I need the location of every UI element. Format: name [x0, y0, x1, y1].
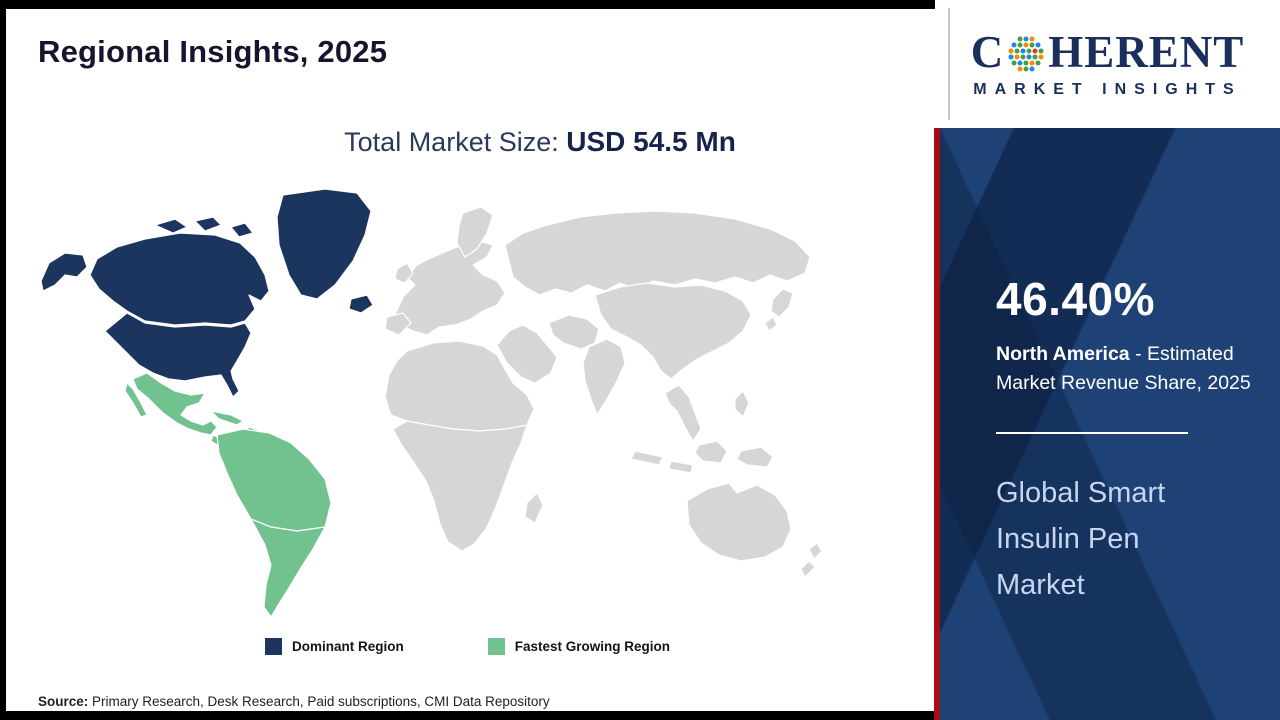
arctic-island-3: [230, 222, 254, 238]
alaska: [40, 252, 88, 292]
legend-item-fastest-growing: Fastest Growing Region: [487, 638, 670, 655]
globe-icon: [1008, 36, 1044, 72]
east-asia: [594, 282, 752, 380]
brand-wordmark: C HERENT: [970, 26, 1245, 77]
stat-panel-content: 46.40% North America - Estimated Market …: [940, 128, 1280, 608]
madagascar: [524, 492, 544, 524]
stat-value: 46.40%: [996, 273, 1156, 325]
legend-item-dominant: Dominant Region: [264, 638, 404, 655]
stat-region-name: North America: [996, 343, 1130, 365]
page-title: Regional Insights, 2025: [38, 34, 388, 69]
stat-panel: 46.40% North America - Estimated Market …: [940, 128, 1280, 720]
russia: [504, 210, 811, 296]
united-kingdom: [394, 262, 414, 284]
fastest-growing-region-swatch: [487, 638, 505, 655]
southeast-asia: [664, 384, 702, 442]
new-zealand-south: [800, 560, 816, 578]
europe: [394, 240, 506, 336]
africa-south: [392, 420, 528, 552]
total-market-size-value: USD 54.5 Mn: [566, 126, 736, 157]
baja-california: [124, 382, 148, 418]
central-asia: [548, 314, 600, 350]
frame-left-bar: [0, 0, 6, 720]
indonesia-west: [630, 450, 664, 466]
japan-south: [764, 316, 778, 332]
stat-description: North America - Estimated Market Revenue…: [996, 340, 1254, 398]
map-legend: Dominant Region Fastest Growing Region: [0, 638, 935, 655]
india: [582, 338, 626, 416]
dominant-region-label: Dominant Region: [291, 639, 404, 654]
greenland: [276, 188, 372, 300]
new-guinea: [736, 446, 774, 468]
brand-letters-rest: HERENT: [1048, 26, 1245, 77]
cuba: [210, 410, 244, 426]
source-text: Primary Research, Desk Research, Paid su…: [88, 694, 550, 709]
total-market-size-label: Total Market Size:: [344, 127, 567, 157]
arabia: [496, 324, 558, 384]
united-states: [104, 312, 252, 398]
australia: [686, 482, 792, 562]
frame-top-bar: [0, 0, 935, 9]
indonesia-east: [668, 460, 694, 474]
source-label: Source:: [38, 694, 89, 709]
mexico: [132, 372, 218, 436]
map-region-fastest-growing: [124, 372, 332, 618]
panel-divider-line: [996, 432, 1188, 434]
south-america-north: [216, 428, 332, 532]
brand-subtitle: MARKET INSIGHTS: [973, 80, 1242, 98]
dominant-region-swatch: [264, 638, 282, 655]
canada: [89, 232, 270, 326]
philippines: [734, 390, 750, 418]
new-zealand-north: [808, 542, 823, 560]
world-map: [40, 188, 823, 618]
arctic-island-1: [154, 218, 188, 234]
brand-letter-c: C: [970, 26, 1005, 77]
stat-region-desc: - Estimated Market Revenue Share, 2025: [996, 343, 1251, 394]
iberia: [384, 312, 412, 336]
map-region-dominant: [40, 188, 374, 398]
logo-separator-line: [948, 8, 950, 120]
market-name: Global Smart Insulin Pen Market: [996, 477, 1166, 601]
scandinavia: [456, 206, 494, 258]
borneo: [694, 440, 728, 464]
fastest-growing-region-label: Fastest Growing Region: [514, 639, 670, 654]
south-america-south: [250, 518, 326, 618]
japan-north: [770, 288, 794, 318]
iceland: [348, 294, 374, 314]
map-region-other: [384, 206, 823, 578]
arctic-island-2: [194, 216, 222, 232]
red-accent-bar: [934, 128, 940, 720]
brand-logo: C HERENT MARKET INSIGHTS: [935, 0, 1280, 128]
frame-bottom-bar: [0, 711, 935, 720]
source-note: Source: Primary Research, Desk Research,…: [38, 694, 550, 709]
total-market-size: Total Market Size: USD 54.5 Mn: [0, 126, 1080, 158]
